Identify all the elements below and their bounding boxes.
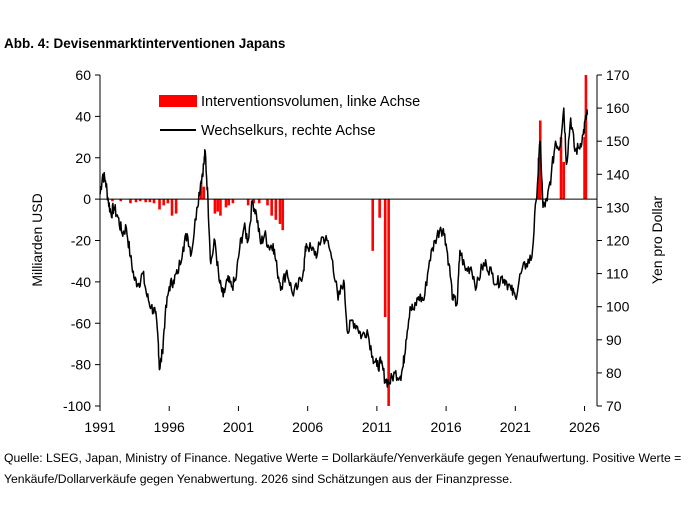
right-tick-label: 100 [606,299,630,315]
right-axis-ticks: 170 160 150 140 130 120 110 100 90 80 70 [597,67,630,414]
intervention-bars [111,75,588,406]
intervention-bar [144,199,147,203]
intervention-bar [216,199,219,212]
x-tick-label: 1996 [154,419,185,435]
left-axis-label: Milliarden USD [29,193,45,286]
left-tick-label: 40 [75,108,91,124]
intervention-bar [231,199,235,204]
intervention-bar [278,199,282,224]
intervention-bar [152,199,156,204]
intervention-bar [266,199,269,206]
legend-swatch-interventions [159,95,197,107]
intervention-bar [162,199,165,206]
intervention-bar [227,199,231,206]
intervention-bar [119,199,123,202]
intervention-bar [199,182,203,200]
intervention-bar [387,199,390,406]
x-tick-label: 2001 [223,419,254,435]
intervention-bar [562,161,566,200]
right-tick-label: 140 [606,166,630,182]
right-tick-label: 110 [606,266,629,282]
chart-title: Abb. 4: Devisenmarktinterventionen Japan… [4,36,286,51]
intervention-bar [111,199,114,202]
left-tick-label: -60 [71,315,91,331]
intervention-bar [383,199,387,318]
intervention-bar [174,199,178,214]
intervention-bar [246,199,250,206]
right-axis-label: Yen pro Dollar [649,196,665,285]
intervention-bar [138,199,142,202]
intervention-bar [281,199,285,231]
intervention-bar [170,199,174,216]
intervention-bar [129,199,132,204]
left-tick-label: -20 [71,233,91,249]
left-tick-label: 0 [83,191,91,207]
right-tick-label: 120 [606,233,630,249]
intervention-bar [219,199,222,216]
x-tick-label: 2026 [569,419,600,435]
right-tick-label: 90 [606,332,622,348]
left-tick-label: -100 [63,398,91,414]
exchange-rate-line [99,107,589,388]
intervention-bar [134,199,138,203]
legend: Interventionsvolumen, linke Achse Wechse… [159,94,420,139]
left-tick-label: 60 [75,67,91,83]
intervention-bar [559,137,563,200]
x-axis-ticks: 1991 1996 2001 2006 2011 2016 2021 2026 [84,406,600,435]
x-tick-label: 2011 [362,419,392,435]
right-tick-label: 70 [606,398,622,414]
right-tick-label: 160 [606,100,630,116]
left-tick-label: 20 [75,150,91,166]
x-tick-label: 2016 [431,419,462,435]
intervention-bar [202,186,206,200]
x-tick-label: 2021 [500,419,531,435]
intervention-bar [224,199,228,208]
intervention-bar [213,199,217,214]
right-tick-label: 170 [606,67,630,83]
right-tick-label: 130 [606,199,630,215]
left-tick-label: -40 [71,274,91,290]
legend-label-interventions: Interventionsvolumen, linke Achse [201,94,420,110]
x-tick-label: 2006 [292,419,323,435]
intervention-bar [537,157,541,200]
intervention-bar [270,199,273,216]
intervention-bar [584,75,588,200]
intervention-bar [158,199,161,210]
right-tick-label: 150 [606,133,630,149]
intervention-bar [378,199,381,218]
source-caption: Quelle: LSEG, Japan, Ministry of Finance… [4,451,682,486]
intervention-bar [274,199,278,220]
intervention-bar [148,199,152,203]
intervention-bar [583,137,586,200]
intervention-bar [252,199,255,204]
intervention-bar [538,120,542,200]
left-axis-ticks: 60 40 20 0 -20 -40 -60 -80 -100 [63,67,100,414]
left-tick-label: -80 [71,357,91,373]
intervention-bar [257,199,261,204]
intervention-bar [166,199,170,204]
legend-label-exchange-rate: Wechselkurs, rechte Achse [201,123,376,139]
intervention-bar [371,199,375,251]
right-tick-label: 80 [606,365,622,381]
x-tick-label: 1991 [84,419,115,435]
